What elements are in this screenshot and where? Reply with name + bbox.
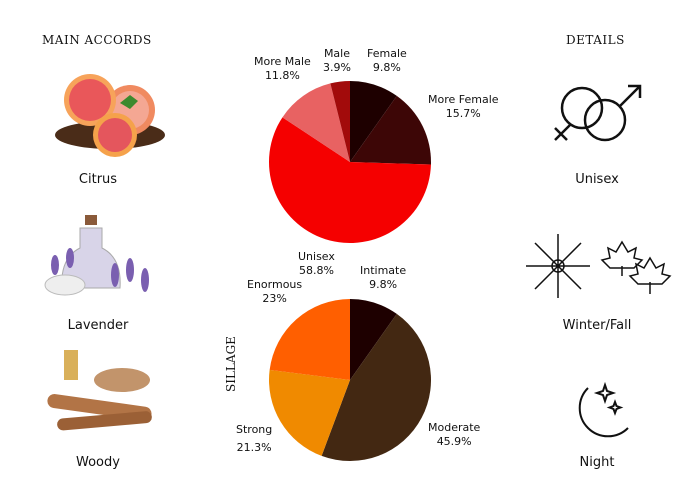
label-moderate: Moderate 45.9% [428, 421, 481, 448]
sandalwood-image [47, 350, 152, 431]
accord-lavender-label: Lavender [67, 318, 129, 333]
pie-slice-moderate [321, 313, 431, 461]
label-strong: Strong 21.3% [236, 423, 273, 454]
detail-season-label: Winter/Fall [562, 318, 632, 333]
detail-unisex-label: Unisex [575, 172, 619, 187]
accord-citrus-label: Citrus [78, 172, 118, 187]
pie-slice-unisex [269, 117, 431, 244]
label-unisex: Unisex 58.8% [298, 250, 335, 277]
main-accords-heading: MAIN ACCORDS [42, 33, 152, 47]
label-male: Male 3.9% [323, 47, 351, 74]
pie-slice-female [350, 81, 397, 162]
pie-slice-enormous [269, 299, 350, 380]
label-more-female: More Female 15.7% [428, 93, 499, 120]
label-more-male: More Male 11.8% [254, 55, 311, 82]
lavender-image [44, 215, 149, 296]
accord-woody-label: Woody [76, 455, 120, 470]
details-heading: DETAILS [566, 33, 625, 47]
label-female: Female 9.8% [367, 47, 407, 74]
pie-slice-intimate [350, 299, 397, 380]
moon-stars-icon [578, 381, 629, 438]
label-intimate: Intimate 9.8% [360, 264, 407, 291]
gender-icon [554, 84, 642, 142]
pie-slice-more-male [282, 83, 350, 162]
pie-slice-strong [268, 369, 350, 456]
sillage-title: SILLAGE [224, 336, 238, 392]
label-enormous: Enormous 23% [247, 278, 303, 305]
pie-slice-male [330, 81, 350, 162]
grapefruit-image [55, 74, 165, 157]
pie-slice-more-female [350, 95, 431, 165]
detail-time-label: Night [579, 455, 615, 470]
snowflake-leaves-icon [526, 234, 672, 298]
